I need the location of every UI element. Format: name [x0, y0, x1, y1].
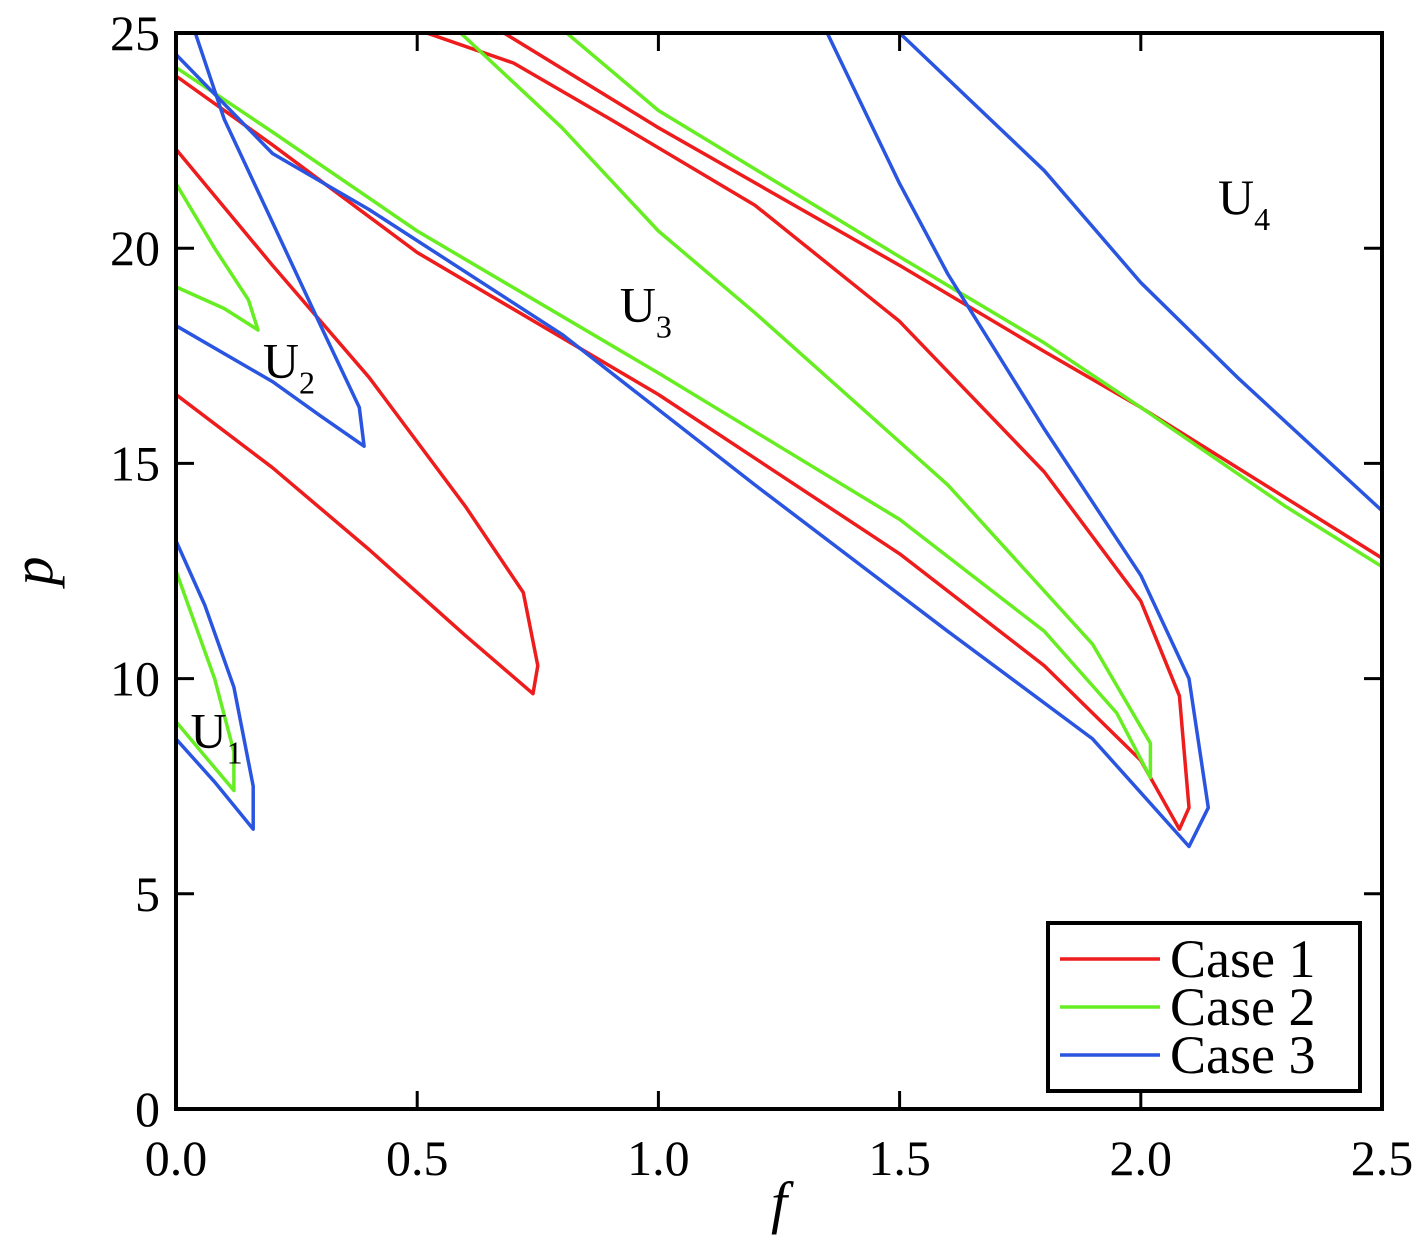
curve-case3-3 [897, 33, 1382, 513]
region-label-u1: U1 [190, 702, 242, 770]
curve-case2-2 [176, 181, 260, 332]
ticks-layer: 0.0 0.5 1.0 1.5 2.0 2.5 0 5 10 15 20 25 [110, 5, 1413, 1186]
x-tick-label: 0.5 [386, 1130, 449, 1186]
y-tick-label: 0 [135, 1081, 160, 1137]
x-tick-label: 1.5 [868, 1130, 931, 1186]
y-tick-label: 15 [110, 435, 160, 491]
curve-case1-2 [176, 147, 540, 696]
curve-case3-4 [176, 539, 255, 831]
legend-label-case2: Case 2 [1170, 977, 1315, 1037]
curve-case3-2 [176, 33, 1211, 849]
curve-case2-3 [176, 569, 236, 793]
curve-case2-1 [176, 33, 1153, 780]
plot-frame [174, 31, 1384, 1111]
y-tick-label: 5 [135, 866, 160, 922]
y-axis-label: p [0, 557, 65, 590]
region-label-u2: U2 [263, 332, 315, 400]
x-tick-label: 1.0 [627, 1130, 690, 1186]
region-label-u3: U3 [620, 276, 672, 344]
curves-layer [176, 33, 1382, 849]
legend-label-case1: Case 1 [1170, 929, 1315, 989]
y-tick-label: 10 [110, 651, 160, 707]
curve-case3-1 [176, 33, 366, 448]
curve-case2-4 [564, 33, 1382, 569]
region-labels: U1 U2 U3 U4 [190, 169, 1270, 771]
region-label-u4: U4 [1218, 169, 1270, 237]
legend-label-case3: Case 3 [1170, 1025, 1315, 1085]
y-tick-label: 25 [110, 5, 160, 61]
curve-case1-3 [502, 33, 1382, 560]
x-tick-label: 2.0 [1110, 1130, 1173, 1186]
x-tick-label: 0.0 [145, 1130, 208, 1186]
y-tick-label: 20 [110, 220, 160, 276]
x-tick-label: 2.5 [1351, 1130, 1414, 1186]
